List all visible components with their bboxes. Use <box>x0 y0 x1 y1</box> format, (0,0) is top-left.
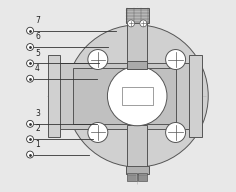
Bar <box>127 125 147 174</box>
Circle shape <box>27 27 34 34</box>
Bar <box>127 18 147 66</box>
Bar <box>189 55 202 137</box>
Text: 3: 3 <box>35 109 40 118</box>
Circle shape <box>128 20 135 27</box>
Circle shape <box>166 50 185 70</box>
Bar <box>122 87 152 105</box>
Bar <box>73 68 176 124</box>
Bar <box>127 173 137 181</box>
Circle shape <box>27 75 34 82</box>
Circle shape <box>27 120 34 127</box>
Text: 6: 6 <box>35 32 40 41</box>
Bar <box>48 55 60 137</box>
Bar <box>138 173 147 181</box>
Bar <box>127 61 147 69</box>
Circle shape <box>66 25 208 167</box>
Bar <box>60 63 189 129</box>
Circle shape <box>27 151 34 158</box>
Bar <box>126 166 149 174</box>
Text: 2: 2 <box>35 124 40 133</box>
Text: 1: 1 <box>35 140 40 149</box>
Circle shape <box>107 66 167 126</box>
Circle shape <box>88 122 108 142</box>
Text: 4: 4 <box>35 64 40 73</box>
Circle shape <box>88 50 108 70</box>
Text: 7: 7 <box>35 16 40 25</box>
Circle shape <box>27 60 34 67</box>
Text: 5: 5 <box>35 49 40 58</box>
Circle shape <box>27 136 34 143</box>
Bar <box>126 8 149 23</box>
Circle shape <box>140 20 147 27</box>
Circle shape <box>27 44 34 50</box>
Circle shape <box>166 122 185 142</box>
